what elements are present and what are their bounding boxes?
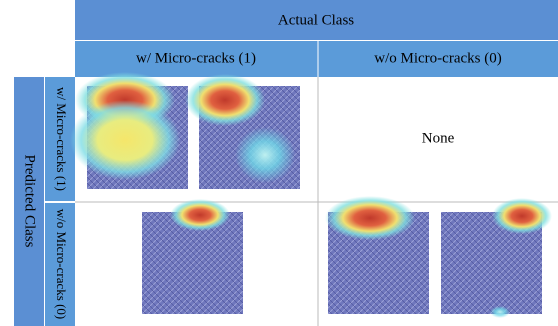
heatmap-image <box>70 72 188 189</box>
header-title: Actual Class <box>278 12 354 28</box>
figure: Actual Class w/ Micro-cracks (1) w/o Mic… <box>0 0 558 326</box>
heatmap-image <box>185 74 300 189</box>
column-label: w/ Micro-cracks (1) <box>136 50 256 66</box>
heatmap-image <box>441 198 552 318</box>
row-label: w/ Micro-cracks (1) <box>54 87 69 191</box>
side-title: Predicted Class <box>22 155 38 248</box>
column-label: w/o Micro-cracks (0) <box>374 50 501 66</box>
empty-cell: None <box>422 130 455 146</box>
heatmap-image <box>142 199 243 314</box>
row-label: w/o Micro-cracks (0) <box>54 209 69 319</box>
heatmap-image <box>325 196 429 314</box>
